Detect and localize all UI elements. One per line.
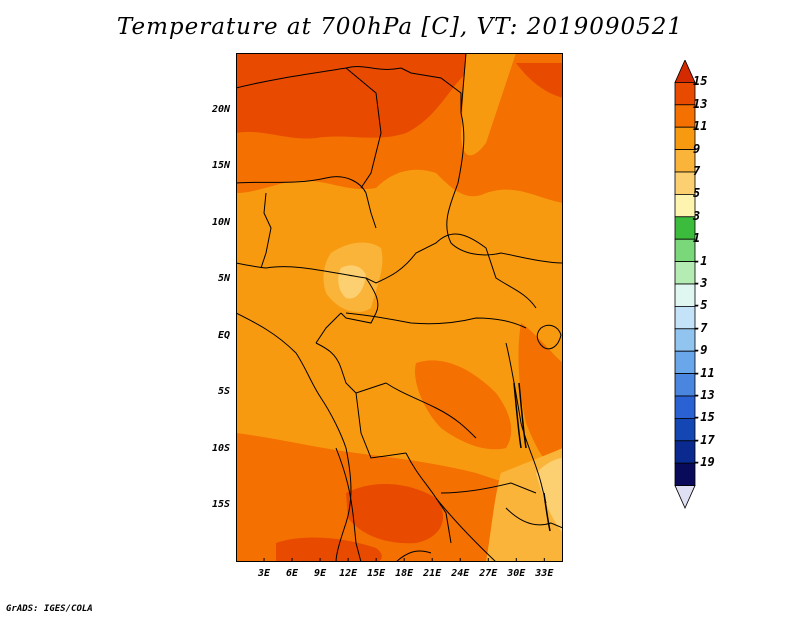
colorbar-swatch — [674, 417, 696, 442]
colorbar-bottom-arrow — [674, 485, 696, 509]
colorbar-swatch — [674, 216, 696, 240]
lon-label: 9E — [314, 568, 327, 579]
colorbar-label: 9 — [693, 141, 701, 156]
lon-label: 18E — [395, 568, 414, 579]
colorbar-swatch — [674, 238, 696, 262]
map-border — [236, 53, 563, 562]
colorbar — [674, 60, 696, 509]
colorbar-label: 13 — [693, 96, 708, 111]
temperature-zone-east-warm — [415, 360, 512, 450]
lon-label: 24E — [451, 568, 470, 579]
colorbar-label: -1 — [693, 253, 708, 268]
temperature-zone-north-hot — [236, 53, 466, 139]
colorbar-label: 15 — [693, 74, 708, 89]
colorbar-label: -5 — [693, 298, 708, 313]
temperature-zone-southwest-hot — [276, 537, 382, 562]
colorbar-swatch — [674, 193, 696, 218]
lat-label: EQ — [217, 329, 230, 341]
temperature-zone-central-cool-2 — [338, 265, 366, 299]
colorbar-label: 5 — [693, 186, 701, 201]
colorbar-label: -17 — [693, 432, 715, 447]
colorbar-swatch — [674, 440, 696, 464]
country-borders — [236, 53, 563, 562]
lat-label: 15N — [211, 160, 230, 172]
colorbar-label: 7 — [693, 164, 701, 178]
lat-label: 5S — [217, 386, 230, 398]
colorbar-label: -9 — [693, 343, 708, 358]
colorbar-label: 11 — [693, 119, 708, 134]
colorbar-label: -13 — [693, 388, 715, 402]
grads-credit: GrADS: IGES/COLA — [6, 604, 93, 614]
lon-label: 3E — [257, 568, 271, 579]
colorbar-label: 3 — [693, 208, 701, 223]
colorbar-swatch — [674, 149, 696, 173]
temperature-zone-south-hot — [346, 483, 444, 544]
lon-label: 21E — [423, 568, 442, 579]
colorbar-swatch — [674, 171, 696, 195]
temperature-zone-northeast-hot — [516, 63, 563, 98]
lat-label: 10N — [211, 216, 230, 228]
colorbar-label: -15 — [693, 410, 715, 425]
lon-label: 27E — [479, 568, 498, 579]
colorbar-label: -7 — [693, 320, 708, 335]
lat-label: 15S — [211, 499, 230, 511]
colorbar-swatch — [674, 373, 696, 397]
colorbar-label: -11 — [693, 365, 715, 380]
colorbar-swatch — [674, 350, 696, 375]
lat-label: 10S — [211, 442, 230, 454]
map-ticks — [263, 558, 545, 562]
colorbar-swatch — [674, 81, 696, 106]
colorbar-swatch — [674, 462, 696, 487]
colorbar-swatch — [674, 328, 696, 352]
colorbar-swatch — [674, 305, 696, 330]
colorbar-swatch — [674, 126, 696, 150]
temperature-map — [236, 53, 563, 562]
colorbar-label: 1 — [693, 231, 701, 246]
temperature-zone-east-coast-warm — [518, 323, 563, 473]
temperature-zone-northeast-cool — [461, 53, 516, 156]
lon-label: 33E — [535, 568, 554, 579]
colorbar-top-arrow — [674, 60, 696, 83]
colorbar-swatch — [674, 283, 696, 307]
lon-label: 30E — [507, 568, 526, 579]
lon-label: 15E — [367, 568, 386, 579]
lon-label: 6E — [286, 568, 299, 579]
lat-label: 20N — [211, 103, 230, 115]
lon-label: 12E — [339, 568, 358, 579]
temperature-zone-southeast-cooler — [536, 458, 563, 533]
colorbar-swatch — [674, 104, 696, 128]
colorbar-swatch — [674, 395, 696, 419]
chart-title: Temperature at 700hPa [C], VT: 201909052… — [116, 14, 684, 40]
lat-label: 5N — [217, 273, 230, 285]
colorbar-label: -19 — [693, 455, 715, 470]
colorbar-swatch — [674, 261, 696, 285]
colorbar-label: -3 — [693, 276, 708, 290]
